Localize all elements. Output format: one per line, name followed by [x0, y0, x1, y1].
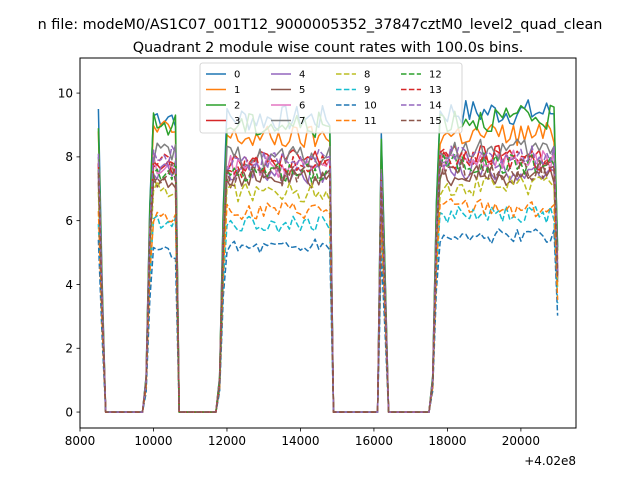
series-line-12	[97, 152, 559, 413]
x-tick-label: 10000	[134, 434, 172, 448]
series-line-11	[97, 198, 559, 413]
y-tick-label: 0	[65, 405, 73, 419]
y-tick-label: 10	[58, 86, 73, 100]
x-tick-label: 20000	[502, 434, 540, 448]
series-line-15	[97, 158, 559, 413]
legend-label-6: 6	[299, 101, 305, 112]
y-tick-label: 4	[65, 278, 73, 292]
series-line-10	[97, 228, 559, 413]
legend-label-12: 12	[429, 70, 442, 81]
series-line-7	[97, 138, 559, 413]
x-tick-label: 16000	[355, 434, 393, 448]
legend-label-1: 1	[234, 85, 240, 96]
legend-label-5: 5	[299, 85, 305, 96]
series-line-14	[97, 145, 559, 413]
x-tick-label: 8000	[65, 434, 96, 448]
x-tick-label: 18000	[428, 434, 466, 448]
legend-label-8: 8	[364, 70, 370, 81]
y-tick-label: 8	[65, 150, 73, 164]
legend-label-14: 14	[429, 101, 442, 112]
legend-label-11: 11	[364, 116, 377, 127]
chart-title: Quadrant 2 module wise count rates with …	[133, 40, 524, 56]
y-tick-label: 2	[65, 342, 73, 356]
series-line-1	[97, 120, 559, 413]
plot-frame	[79, 57, 577, 429]
x-tick-label: 14000	[281, 434, 319, 448]
legend-box	[199, 62, 463, 134]
x-axis-offset-label: +4.02e8	[524, 454, 576, 468]
series-line-8	[97, 175, 559, 413]
legend-label-2: 2	[234, 101, 240, 112]
legend-label-9: 9	[364, 85, 370, 96]
legend-label-0: 0	[234, 70, 240, 81]
y-axis: 0 2 4 6 8 10	[58, 86, 80, 419]
x-axis: 8000 10000 12000 14000 16000 18000 20000	[65, 428, 540, 448]
legend-label-10: 10	[364, 101, 377, 112]
legend-label-3: 3	[234, 116, 240, 127]
legend-label-13: 13	[429, 85, 442, 96]
legend-label-7: 7	[299, 116, 305, 127]
y-tick-label: 6	[65, 214, 73, 228]
legend-label-15: 15	[429, 116, 442, 127]
figure-suptitle: n file: modeM0/AS1C07_001T12_9000005352_…	[38, 17, 603, 33]
series-line-9	[97, 205, 559, 413]
legend-label-4: 4	[299, 70, 305, 81]
x-tick-label: 12000	[208, 434, 246, 448]
